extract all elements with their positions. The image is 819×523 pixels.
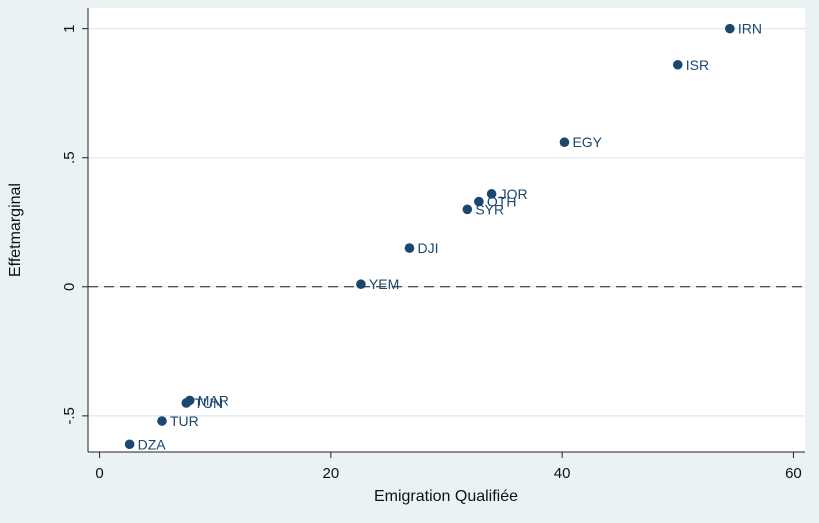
- x-tick-label: 40: [554, 465, 571, 482]
- x-tick-label: 0: [95, 465, 103, 482]
- point-label-irn: IRN: [738, 21, 762, 37]
- point-label-tur: TUR: [170, 413, 199, 429]
- point-label-dji: DJI: [417, 240, 438, 256]
- data-point-tun: [181, 398, 191, 408]
- data-point-egy: [560, 137, 570, 147]
- y-tick-label: -.5: [61, 407, 78, 425]
- point-label-egy: EGY: [572, 134, 602, 150]
- x-axis-title: Emigration Qualifiée: [374, 488, 518, 505]
- point-label-syr: SYR: [475, 201, 504, 217]
- data-point-tur: [157, 416, 167, 426]
- data-point-syr: [463, 205, 473, 215]
- point-label-isr: ISR: [686, 57, 709, 73]
- y-tick-label: 1: [61, 24, 78, 32]
- data-point-yem: [356, 279, 366, 289]
- x-tick-label: 60: [785, 465, 802, 482]
- data-point-irn: [725, 24, 735, 34]
- data-point-isr: [673, 60, 683, 70]
- point-label-tun: TUN: [194, 395, 223, 411]
- y-axis-ticks: -.5 0 .5 1: [61, 24, 88, 424]
- x-axis-ticks: 0 20 40 60: [95, 452, 801, 482]
- x-tick-label: 20: [323, 465, 340, 482]
- y-tick-label: .5: [61, 151, 78, 164]
- point-label-yem: YEM: [369, 276, 399, 292]
- y-tick-label: 0: [61, 283, 78, 291]
- plot-area: [88, 8, 805, 452]
- y-axis-title: Effetmarginal: [7, 183, 24, 277]
- point-label-dza: DZA: [138, 436, 167, 452]
- data-point-dza: [125, 439, 135, 449]
- data-point-dji: [405, 243, 415, 253]
